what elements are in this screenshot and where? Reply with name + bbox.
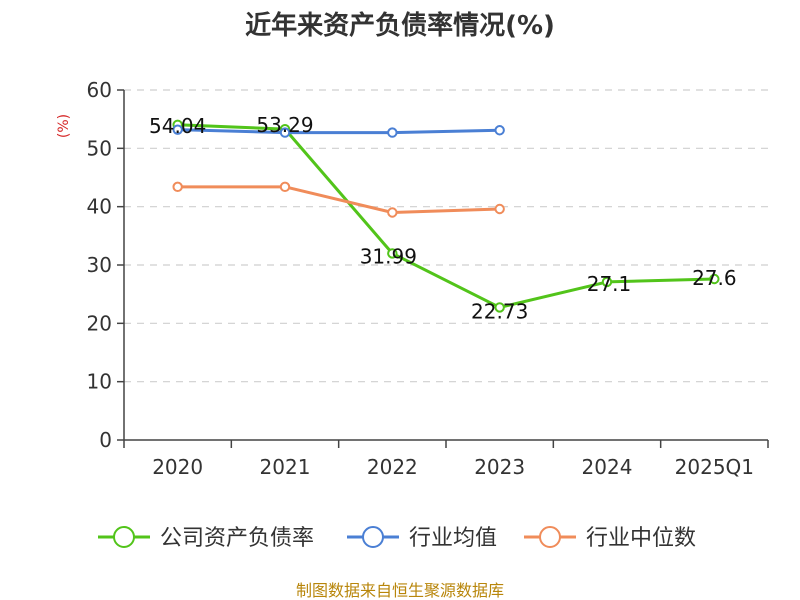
legend-label: 公司资产负债率 <box>160 526 314 551</box>
grid-layer <box>124 89 768 383</box>
y-tick-label: 50 <box>87 136 112 160</box>
series-point-0 <box>709 273 720 285</box>
x-tick-label: 2025Q1 <box>675 455 754 479</box>
series-point-2 <box>387 207 398 218</box>
legend-label: 行业均值 <box>409 526 497 551</box>
series-point-1 <box>387 127 398 138</box>
x-tick-label: 2020 <box>152 455 203 479</box>
chart-title: 近年来资产负债率情况(%) <box>245 10 555 41</box>
legend-item-2: 行业中位数 <box>524 526 696 551</box>
legend-item-1: 行业均值 <box>347 526 497 551</box>
series-layer <box>172 119 720 313</box>
legend-layer: 公司资产负债率 行业均值 行业中位数 <box>98 526 696 551</box>
legend-marker <box>362 526 384 548</box>
series-point-0 <box>494 302 505 313</box>
x-tick-label: 2023 <box>474 455 525 479</box>
data-label: 27.1 <box>587 272 632 296</box>
chart-source-text: 制图数据来自恒生聚源数据库 <box>296 581 504 600</box>
axis-layer: 0 10 20 30 40 50 60 2020 2021 2022 2023 2024 2025Q1 <box>87 78 769 479</box>
label-layer: 54.04 53.29 31.99 22.73 27.1 27.6 <box>149 113 737 323</box>
legend-label: 行业中位数 <box>586 526 696 551</box>
series-point-2 <box>172 181 183 193</box>
legend-marker <box>113 526 135 548</box>
x-tick-label: 2024 <box>582 455 633 479</box>
data-label: 53.29 <box>256 113 313 137</box>
y-tick-label: 40 <box>87 195 112 219</box>
y-tick-label: 0 <box>99 428 112 452</box>
data-label: 27.6 <box>692 266 737 290</box>
x-tick-label: 2022 <box>367 455 418 479</box>
series-point-1 <box>172 124 183 135</box>
data-label: 22.73 <box>471 299 528 323</box>
y-axis-unit-label: (%) <box>56 114 72 138</box>
legend-item-0: 公司资产负债率 <box>98 526 314 551</box>
y-tick-label: 20 <box>87 311 112 335</box>
series-line-0 <box>176 123 716 309</box>
data-label: 31.99 <box>360 244 417 268</box>
legend-marker <box>539 526 561 548</box>
series-point-2 <box>279 181 291 193</box>
series-point-2 <box>494 203 505 215</box>
series-point-1 <box>279 127 291 138</box>
series-line-2 <box>176 185 502 214</box>
y-tick-label: 60 <box>87 78 112 102</box>
series-point-1 <box>494 125 505 136</box>
data-label: 54.04 <box>149 114 206 138</box>
series-point-0 <box>387 248 398 259</box>
series-point-0 <box>601 276 613 288</box>
x-tick-label: 2021 <box>260 455 311 479</box>
y-tick-label: 10 <box>87 370 112 394</box>
y-tick-label: 30 <box>87 253 112 277</box>
series-line-1 <box>176 128 502 135</box>
